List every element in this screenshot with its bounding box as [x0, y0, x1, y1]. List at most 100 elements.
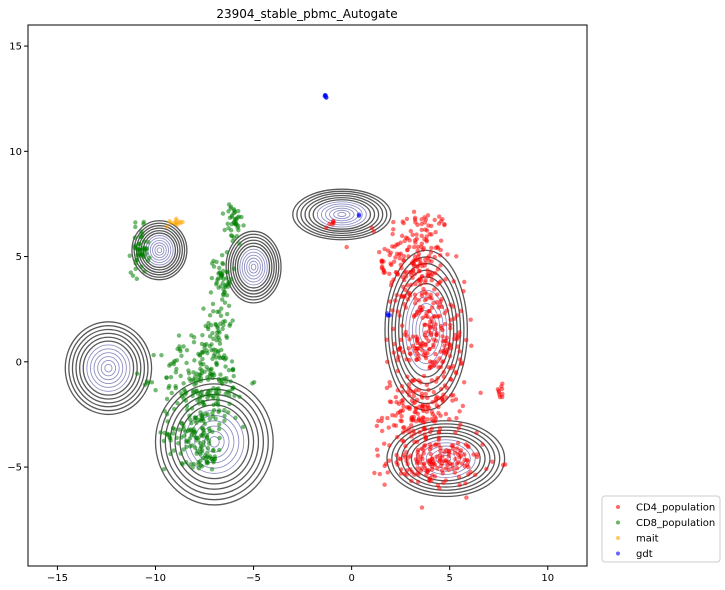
scatter-point	[220, 381, 225, 387]
scatter-point	[448, 322, 453, 328]
scatter-point	[438, 323, 444, 329]
contour-ring	[75, 332, 142, 404]
scatter-point	[426, 347, 432, 352]
scatter-point	[220, 326, 225, 332]
scatter-point	[442, 311, 447, 316]
scatter-point	[417, 268, 422, 274]
scatter-point	[414, 357, 419, 362]
series-gdt	[322, 93, 393, 318]
scatter-point	[411, 393, 417, 399]
scatter-point	[459, 360, 465, 365]
scatter-point	[198, 451, 203, 457]
scatter-point	[436, 365, 441, 370]
scatter-point	[210, 429, 215, 434]
scatter-point	[391, 350, 396, 355]
scatter-point	[407, 386, 412, 391]
scatter-point	[448, 376, 453, 382]
scatter-point	[192, 382, 197, 387]
scatter-point	[177, 427, 182, 432]
contour-ring	[230, 236, 278, 298]
scatter-point	[177, 344, 182, 349]
scatter-point	[409, 260, 415, 266]
scatter-point	[404, 357, 409, 362]
scatter-point	[424, 291, 429, 296]
scatter-point	[219, 252, 225, 258]
series-mait	[164, 216, 185, 229]
scatter-point	[214, 330, 220, 335]
scatter-point	[388, 399, 394, 405]
scatter-point	[385, 470, 390, 475]
scatter-point	[159, 352, 164, 358]
contour-ring	[396, 426, 496, 491]
scatter-point	[170, 431, 176, 436]
scatter-point	[391, 259, 397, 264]
scatter-point	[386, 425, 391, 430]
scatter-point	[400, 323, 405, 328]
scatter-point	[429, 223, 434, 229]
scatter-point	[434, 359, 439, 364]
scatter-point	[398, 467, 404, 472]
scatter-point	[199, 426, 205, 431]
scatter-point	[458, 308, 464, 314]
contour-ring	[68, 325, 149, 412]
scatter-point	[427, 319, 433, 324]
scatter-point	[414, 232, 419, 237]
scatter-point	[446, 449, 452, 455]
scatter-point	[209, 467, 215, 472]
scatter-point	[188, 462, 193, 467]
scatter-point	[409, 414, 415, 420]
scatter-point	[471, 452, 476, 457]
scatter-point	[401, 284, 406, 290]
scatter-point	[211, 264, 217, 269]
scatter-point	[183, 398, 189, 403]
scatter-point	[209, 347, 214, 353]
scatter-point	[401, 404, 406, 409]
scatter-point	[174, 366, 179, 372]
scatter-point	[403, 428, 409, 433]
scatter-point	[454, 466, 460, 471]
scatter-point	[448, 326, 453, 331]
scatter-point	[438, 279, 443, 284]
scatter-point	[327, 221, 332, 227]
scatter-point	[445, 252, 450, 257]
scatter-point	[426, 338, 431, 344]
scatter-point	[169, 390, 174, 396]
contour-ring	[71, 328, 146, 408]
scatter-point	[428, 332, 434, 338]
scatter-point	[394, 452, 399, 458]
scatter-point	[454, 336, 460, 342]
scatter-point	[171, 448, 176, 453]
scatter-point	[387, 443, 392, 448]
contour-ring	[337, 211, 347, 218]
scatter-point	[230, 318, 235, 323]
contour-ring	[292, 188, 392, 241]
scatter-point	[408, 423, 414, 428]
scatter-point	[411, 428, 416, 434]
plot-area	[64, 93, 508, 510]
scatter-point	[379, 258, 384, 264]
scatter-point	[402, 301, 407, 307]
scatter-point	[421, 451, 426, 456]
scatter-point	[443, 411, 449, 417]
scatter-point	[451, 393, 456, 398]
scatter-point	[473, 472, 478, 478]
scatter-point	[422, 426, 428, 432]
scatter-point	[432, 254, 437, 260]
scatter-point	[184, 347, 190, 353]
scatter-point	[442, 343, 447, 348]
scatter-point	[433, 322, 438, 327]
scatter-point	[422, 263, 427, 268]
scatter-point	[419, 454, 424, 459]
scatter-point	[497, 394, 503, 400]
scatter-point	[211, 336, 216, 342]
scatter-point	[438, 253, 443, 258]
scatter-point	[381, 441, 387, 446]
scatter-point	[214, 386, 220, 392]
scatter-point	[164, 396, 170, 402]
scatter-point	[423, 435, 429, 440]
scatter-point	[447, 417, 452, 422]
scatter-point	[379, 265, 385, 271]
scatter-point	[216, 426, 222, 432]
scatter-point	[134, 257, 139, 263]
